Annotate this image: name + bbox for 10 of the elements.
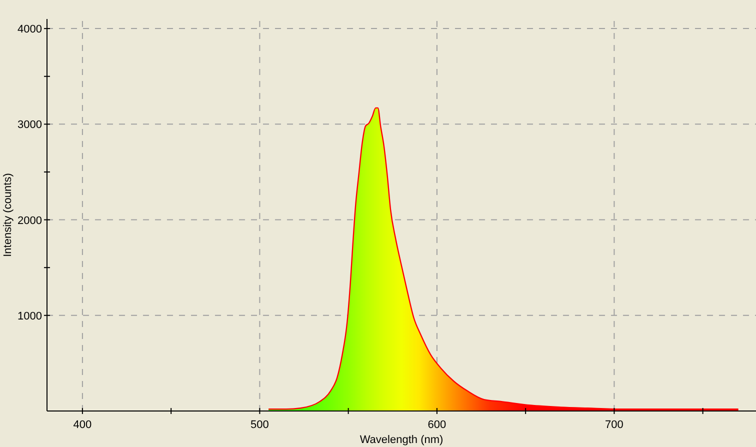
x-tick-label: 500 xyxy=(250,419,269,431)
x-tick-label: 400 xyxy=(73,419,92,431)
y-tick-label: 1000 xyxy=(18,310,42,322)
y-tick-label: 2000 xyxy=(18,214,42,227)
y-axis-title: Intensity (counts) xyxy=(2,173,14,257)
x-axis-title: Wavelength (nm) xyxy=(360,434,444,446)
x-tick-label: 700 xyxy=(605,419,624,431)
x-tick-label: 600 xyxy=(428,419,446,431)
y-tick-label: 3000 xyxy=(18,119,42,132)
y-tick-label: 4000 xyxy=(18,24,42,36)
